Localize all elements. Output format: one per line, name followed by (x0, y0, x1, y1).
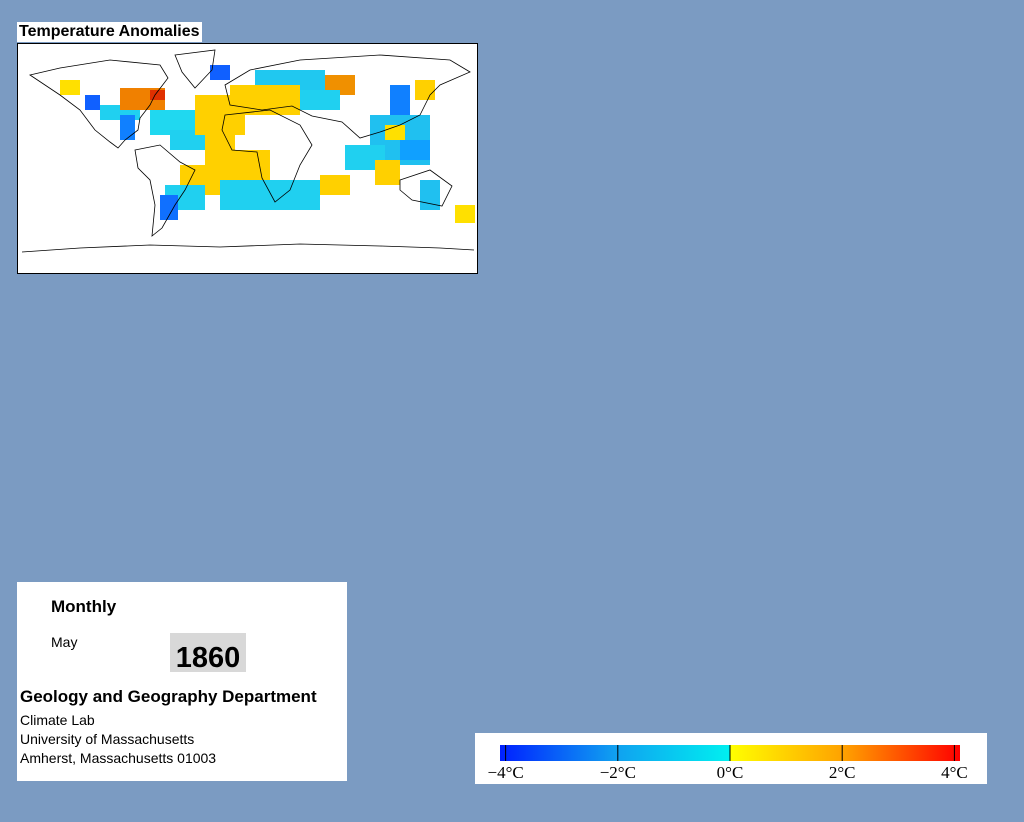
tick-label: 2°C (829, 763, 856, 782)
coastlines (21, 49, 475, 253)
year: 1860 (170, 633, 246, 672)
address-line: Amherst, Massachusetts 01003 (20, 750, 217, 766)
tick-label: −4°C (487, 763, 523, 782)
month: May (51, 634, 78, 650)
anomaly-cells (60, 65, 475, 223)
tick-label: 4°C (941, 763, 968, 782)
map (17, 43, 478, 274)
address-line: University of Massachusetts (20, 731, 195, 747)
department: Geology and Geography Department (20, 687, 317, 706)
address-line: Climate Lab (20, 712, 95, 728)
colorbar: −4°C −2°C 0°C 2°C 4°C (475, 733, 987, 784)
title: Temperature Anomalies (17, 22, 202, 42)
info-panel: Monthly May 1860 Geology and Geography D… (17, 582, 347, 781)
tick-label: 0°C (717, 763, 744, 782)
tick-label: −2°C (600, 763, 636, 782)
period: Monthly (51, 597, 117, 616)
